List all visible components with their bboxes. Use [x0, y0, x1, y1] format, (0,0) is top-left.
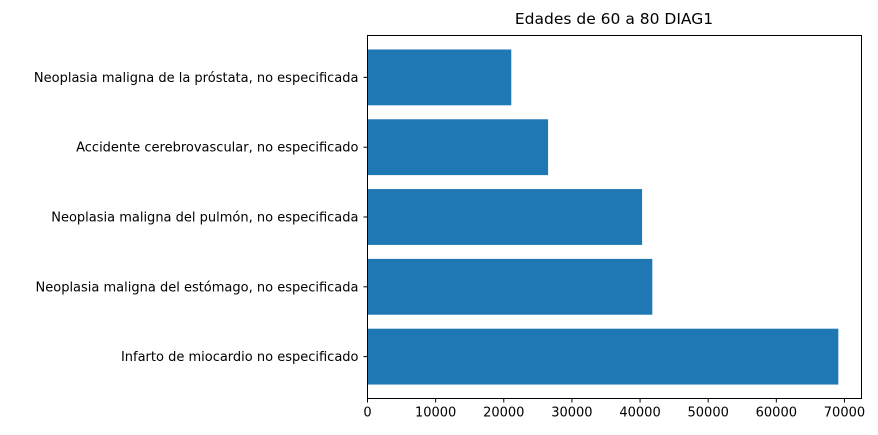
x-tick-label-5: 50000: [688, 406, 729, 421]
x-tick-label-1: 10000: [415, 406, 456, 421]
x-tick-label-7: 70000: [824, 406, 865, 421]
bar-2: [367, 189, 643, 245]
category-label-0: Infarto de miocardio no especificado: [121, 350, 359, 365]
plot-frame: [367, 35, 862, 399]
bars-group: [367, 49, 839, 385]
x-axis-ticks: 0 10000 20000 30000 40000 50000 60000 70000: [363, 398, 865, 421]
x-tick-label-0: 0: [363, 406, 371, 421]
category-label-3: Accidente cerebrovascular, no especifica…: [76, 141, 358, 156]
x-tick-label-6: 60000: [756, 406, 797, 421]
category-label-2: Neoplasia maligna del pulmón, no especif…: [51, 211, 358, 226]
bar-1: [367, 258, 653, 315]
bar-0: [367, 328, 839, 385]
x-tick-label-3: 30000: [551, 406, 592, 421]
category-label-4: Neoplasia maligna de la próstata, no esp…: [34, 71, 359, 86]
category-label-1: Neoplasia maligna del estómago, no espec…: [36, 280, 359, 295]
category-labels: Infarto de miocardio no especificado Neop…: [34, 71, 368, 365]
bar-3: [367, 119, 549, 176]
x-tick-label-2: 20000: [483, 406, 524, 421]
chart-title: Edades de 60 a 80 DIAG1: [515, 10, 713, 28]
bar-4: [367, 49, 512, 106]
x-tick-label-4: 40000: [619, 406, 660, 421]
